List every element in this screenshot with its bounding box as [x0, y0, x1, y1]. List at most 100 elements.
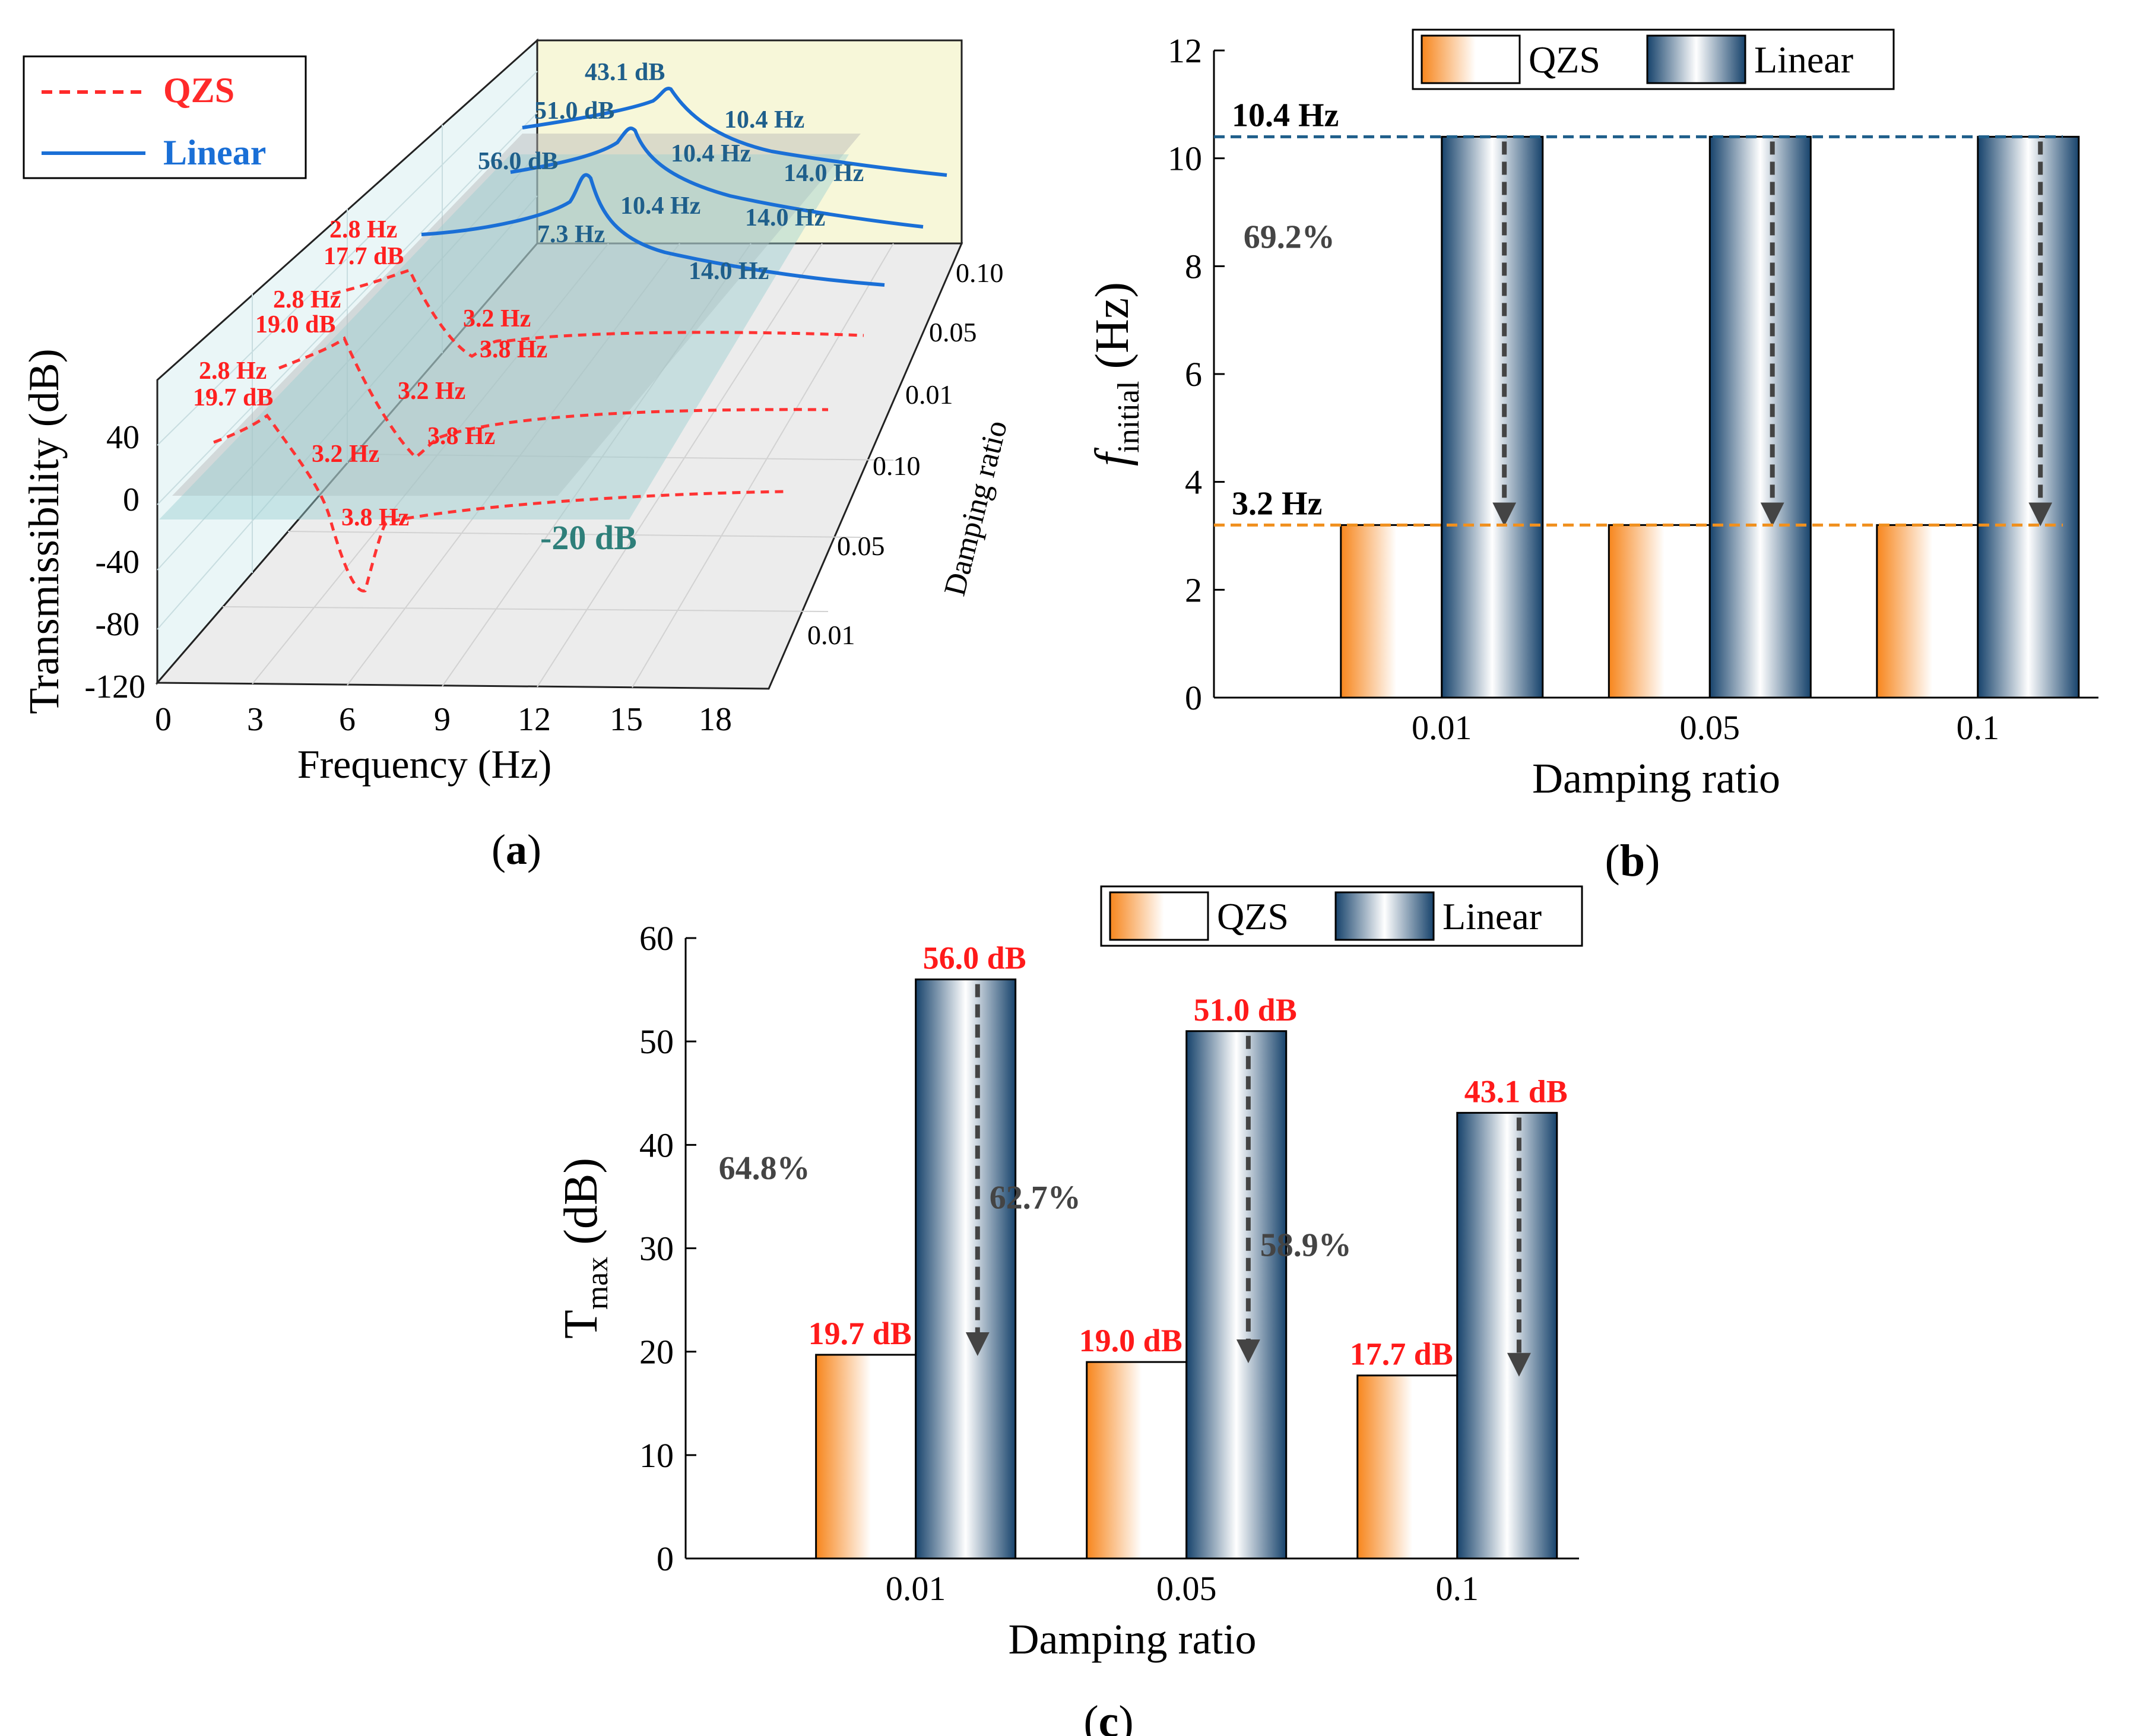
- panel-a-x-tick: 0: [155, 701, 172, 738]
- panel-a-linear-annotation: 10.4 Hz: [671, 140, 751, 167]
- panel-b-legend-label-qzs: QZS: [1529, 39, 1600, 81]
- panel-a-linear-annotation: 51.0 dB: [534, 97, 614, 125]
- panel-b-bar-qzs: [1876, 524, 1979, 699]
- panel-b-bar-qzs: [1608, 524, 1711, 699]
- panel-a-caption: (a): [492, 826, 541, 873]
- panel-c-bar-chart: 0 10 20 30 40 50 60 0.01 64.8% 19.7 dB 56.0 dB 0.05…: [555, 885, 1583, 1736]
- panel-a-x-tick: 18: [699, 701, 732, 738]
- panel-b-y-tick-label: 2: [1185, 571, 1202, 609]
- panel-b-bar-linear: [1977, 135, 2080, 699]
- panel-c-legend-label-linear: Linear: [1442, 895, 1542, 937]
- panel-a-x-tick: 6: [339, 701, 356, 738]
- panel-a-y-tick: 0.01: [905, 379, 953, 410]
- panel-b-y-tick-label: 12: [1168, 31, 1202, 70]
- panel-b-x-label: Damping ratio: [1532, 755, 1780, 802]
- panel-a-linear-curve-0.01: [421, 173, 885, 287]
- panel-a-linear-annotation: 14.0 Hz: [745, 204, 825, 232]
- panel-b-y-tick-label: 0: [1185, 679, 1202, 717]
- panel-b-x-tick-label: 0.05: [1680, 708, 1740, 747]
- panel-b-x-tick-label: 0.1: [1957, 708, 2000, 747]
- panel-a-x-tick: 3: [247, 701, 264, 738]
- panel-c-y-tick-label: 10: [639, 1436, 674, 1475]
- panel-a-y-tick: 0.10: [873, 451, 921, 481]
- panel-a-y-tick: 0.05: [929, 317, 977, 347]
- panel-c-x-tick-label: 0.05: [1156, 1569, 1217, 1608]
- panel-a-z-tick: -80: [95, 606, 140, 643]
- panel-b-x-tick-label: 0.01: [1412, 708, 1472, 747]
- panel-c-x-tick-label: 0.01: [886, 1569, 946, 1608]
- panel-c-value-label-qzs: 19.7 dB: [809, 1316, 912, 1351]
- panel-a-qzs-annotation: 2.8 Hz: [273, 286, 341, 313]
- panel-c-bar-linear: [1185, 1030, 1288, 1560]
- panel-b-bar-chart: 0 2 4 6 8 10 12 0.01 69.2% 0.05 0.1 10.4 Hz 3.2 Hz fi…: [1086, 28, 2098, 886]
- panel-a-legend-linear-label: Linear: [163, 133, 266, 172]
- panel-b-reduction-label: 69.2%: [1244, 218, 1335, 255]
- panel-b-legend-label-linear: Linear: [1754, 39, 1853, 81]
- panel-a-legend: QZS Linear: [23, 55, 307, 179]
- panel-a-plane-reference: [159, 154, 849, 519]
- panel-a-x-label: Frequency (Hz): [297, 742, 552, 787]
- panel-b-y-tick-label: 10: [1168, 140, 1202, 178]
- panel-b-caption: (b): [1605, 836, 1660, 886]
- panel-c-value-label-linear: 56.0 dB: [923, 940, 1026, 976]
- panel-c-reduction-label: 58.9%: [1260, 1227, 1352, 1264]
- panel-a-linear-annotation: 56.0 dB: [478, 148, 558, 175]
- panel-a-y-tick: 0.01: [807, 620, 855, 650]
- panel-c-y-tick-label: 60: [639, 919, 674, 958]
- panel-c-bar-linear: [1456, 1111, 1558, 1560]
- panel-a-z-label: Transmissibility (dB): [20, 349, 68, 714]
- panel-c-bar-qzs: [1356, 1374, 1459, 1560]
- panel-c-bar-qzs: [815, 1354, 917, 1560]
- panel-a-linear-annotation: 14.0 Hz: [689, 258, 769, 285]
- panel-a-qzs-annotation: 17.7 dB: [324, 243, 404, 270]
- panel-a-reference-label: -20 dB: [540, 518, 637, 557]
- panel-b-y-tick-label: 4: [1185, 463, 1202, 502]
- panel-a-linear-annotation: 7.3 Hz: [537, 221, 605, 248]
- panel-c-y-label: Tmax (dB): [555, 1158, 614, 1339]
- panel-a-qzs-annotation: 3.8 Hz: [341, 504, 409, 531]
- panel-c-value-label-linear: 43.1 dB: [1464, 1073, 1568, 1109]
- panel-a-3d-chart: 40 0 -40 -80 -120 0 3 6 9 12 15 18 0.01 …: [20, 38, 1014, 873]
- panel-a-qzs-annotation: 2.8 Hz: [329, 216, 397, 243]
- panel-c-y-tick-label: 0: [657, 1539, 674, 1578]
- panel-c-y-tick-label: 50: [639, 1022, 674, 1061]
- panel-c-legend-swatch-linear: [1334, 891, 1435, 941]
- panel-a-linear-annotation: 14.0 Hz: [784, 160, 864, 187]
- panel-a-z-tick: 0: [123, 481, 140, 518]
- panel-b-bar-qzs: [1340, 524, 1443, 699]
- panel-b-legend-swatch-linear: [1646, 34, 1746, 84]
- panel-c-bar-linear: [915, 978, 1017, 1560]
- panel-a-plane-qzs-upper: [172, 134, 861, 496]
- panel-c-legend: QZS Linear: [1100, 885, 1583, 947]
- panel-a-qzs-annotation: 3.8 Hz: [427, 423, 495, 450]
- panel-c-value-label-qzs: 19.0 dB: [1079, 1323, 1182, 1358]
- panel-c-y-tick-label: 30: [639, 1230, 674, 1268]
- panel-a-linear-annotation: 43.1 dB: [585, 59, 665, 86]
- panel-a-qzs-annotation: 3.8 Hz: [480, 336, 547, 363]
- panel-a-z-tick: 40: [106, 419, 140, 456]
- panel-c-x-label: Damping ratio: [1009, 1615, 1257, 1663]
- panel-c-value-label-linear: 51.0 dB: [1194, 992, 1297, 1028]
- panel-c-bar-qzs: [1086, 1361, 1188, 1560]
- panel-a-z-tick: -120: [84, 669, 145, 705]
- panel-c-reduction-label: 64.8%: [719, 1150, 810, 1187]
- panel-a-linear-curve-0.10: [522, 87, 947, 177]
- panel-b-legend-swatch-qzs: [1421, 34, 1521, 84]
- panel-a-qzs-curve-0.05: [278, 336, 829, 460]
- panel-a-qzs-annotation: 3.2 Hz: [398, 378, 465, 405]
- panel-a-linear-curve-0.05: [510, 126, 924, 229]
- panel-b-reference-label: 10.4 Hz: [1232, 97, 1339, 134]
- panel-a-qzs-curve-0.10: [332, 268, 864, 358]
- panel-a-linear-annotation: 10.4 Hz: [620, 192, 700, 220]
- panel-c-y-tick-label: 20: [639, 1333, 674, 1371]
- panel-a-x-tick: 12: [518, 701, 551, 738]
- panel-a-y-label: Damping ratio: [938, 417, 1014, 600]
- panel-c-caption: (c): [1083, 1697, 1133, 1736]
- panel-b-y-label: finitial (Hz): [1086, 282, 1146, 466]
- panel-a-x-tick: 9: [434, 701, 451, 738]
- panel-a-qzs-annotation: 3.2 Hz: [312, 441, 379, 468]
- panel-a-y-tick: 0.10: [956, 258, 1004, 288]
- panel-a-qzs-curve-0.01: [213, 413, 784, 593]
- panel-a-qzs-annotation: 2.8 Hz: [199, 357, 267, 385]
